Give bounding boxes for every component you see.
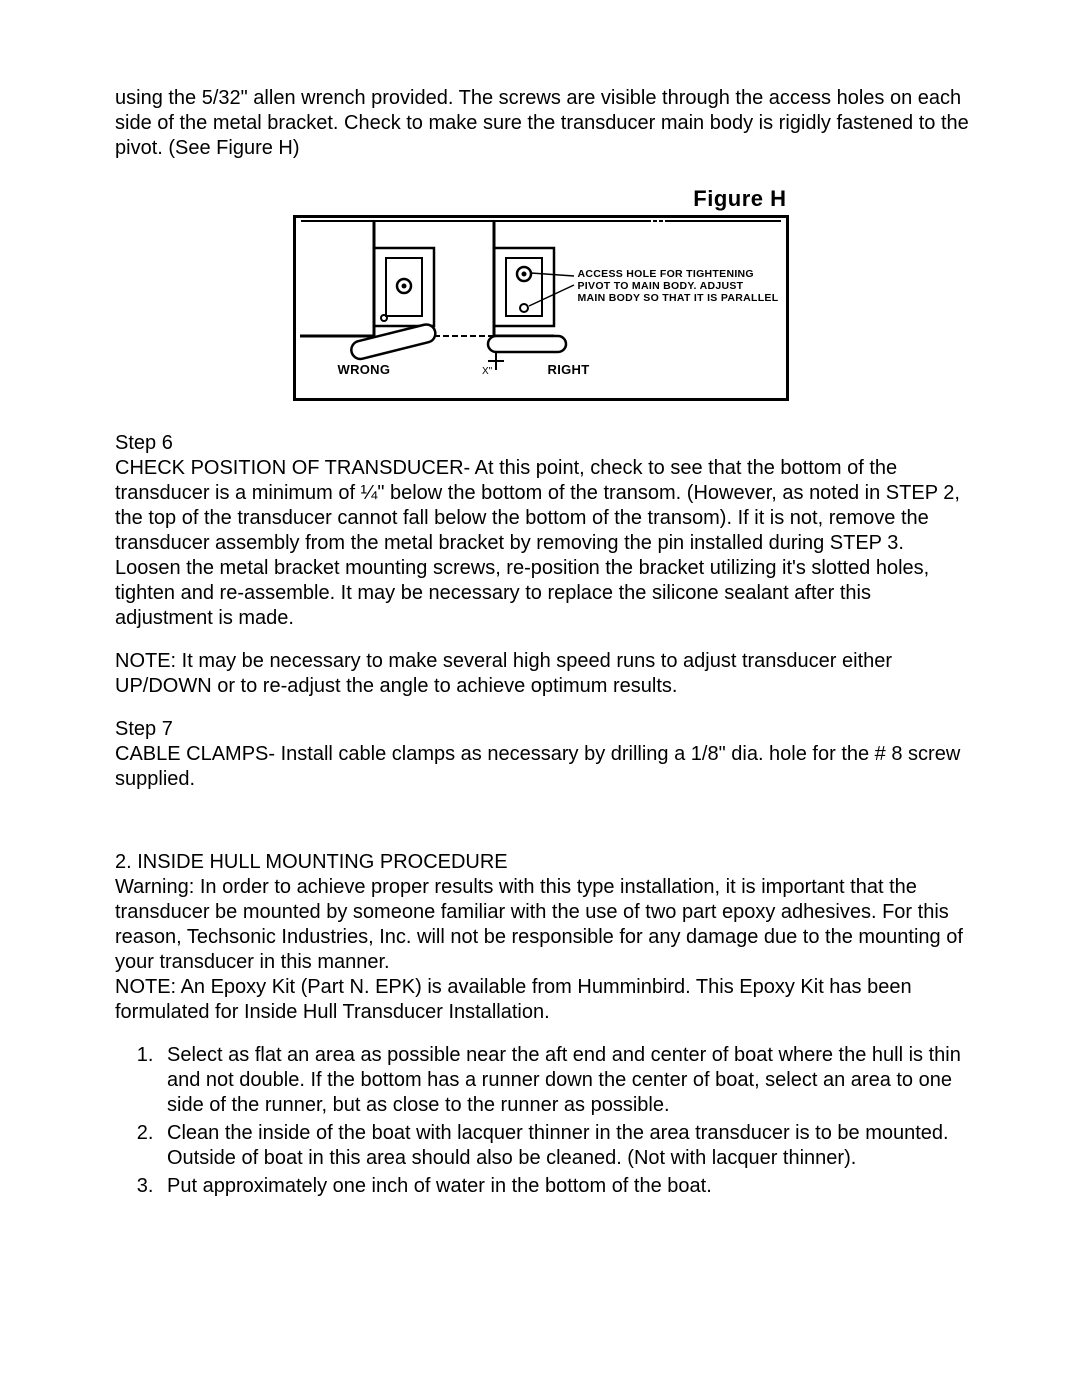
section2-title: 2. INSIDE HULL MOUNTING PROCEDURE	[115, 850, 970, 875]
list-item: Select as flat an area as possible near …	[159, 1043, 970, 1118]
step6-title: Step 6	[115, 431, 970, 456]
figure-h-container: Figure H	[293, 185, 793, 401]
figure-note-block: ACCESS HOLE FOR TIGHTENING PIVOT TO MAIN…	[578, 268, 779, 304]
document-page: using the 5/32" allen wrench provided. T…	[0, 0, 1080, 1397]
figure-note-line2: PIVOT TO MAIN BODY. ADJUST	[578, 280, 779, 292]
figure-note-line3: MAIN BODY SO THAT IT IS PARALLEL	[578, 292, 779, 304]
section2-list: Select as flat an area as possible near …	[115, 1043, 970, 1199]
list-item: Put approximately one inch of water in t…	[159, 1174, 970, 1199]
svg-text:X": X"	[482, 366, 493, 377]
step7-title: Step 7	[115, 717, 970, 742]
step7-body: CABLE CLAMPS- Install cable clamps as ne…	[115, 742, 970, 792]
figure-wrong-label: WRONG	[338, 363, 391, 378]
figure-right-label: RIGHT	[548, 363, 590, 378]
section2-warning: Warning: In order to achieve proper resu…	[115, 875, 970, 975]
step6-note: NOTE: It may be necessary to make severa…	[115, 649, 970, 699]
figure-note-line1: ACCESS HOLE FOR TIGHTENING	[578, 268, 779, 280]
figure-h-diagram: X" WRONG RIGHT ACCESS HOLE FOR TIGHTENIN…	[293, 215, 789, 401]
list-item: Clean the inside of the boat with lacque…	[159, 1121, 970, 1171]
step6-body: CHECK POSITION OF TRANSDUCER- At this po…	[115, 456, 970, 631]
figure-h-label: Figure H	[293, 185, 787, 213]
intro-paragraph: using the 5/32" allen wrench provided. T…	[115, 86, 970, 161]
section2-note: NOTE: An Epoxy Kit (Part N. EPK) is avai…	[115, 975, 970, 1025]
